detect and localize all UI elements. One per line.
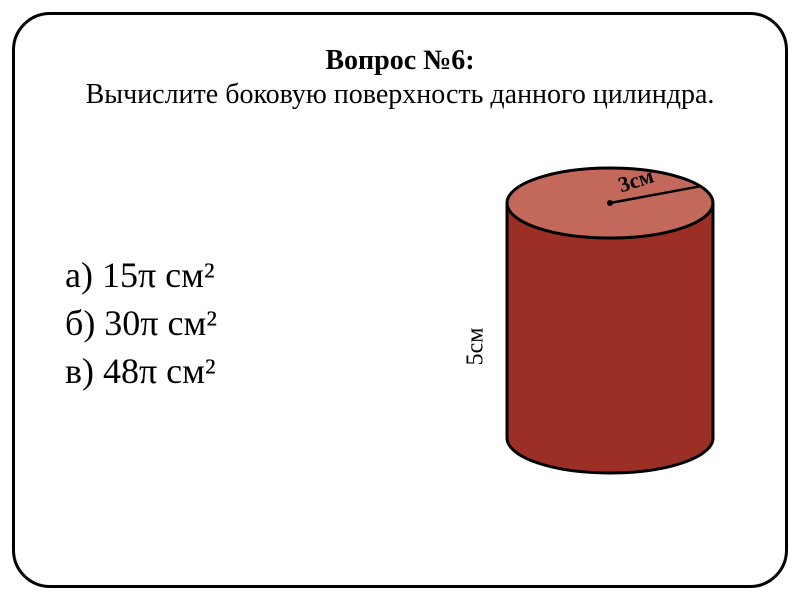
question-header: Вопрос №6: Вычислите боковую поверхность… — [55, 45, 745, 113]
question-number: Вопрос №6: — [55, 45, 745, 77]
answer-list: а) 15π см² б) 30π см² в) 48π см² — [65, 254, 217, 392]
cylinder-center-dot — [607, 200, 613, 206]
content-row: а) 15π см² б) 30π см² в) 48π см² 3см 5см — [55, 153, 745, 493]
answer-option-a[interactable]: а) 15π см² — [65, 254, 217, 296]
cylinder-body — [507, 203, 713, 473]
answer-option-b[interactable]: б) 30π см² — [65, 302, 217, 344]
slide-frame: Вопрос №6: Вычислите боковую поверхность… — [12, 12, 788, 588]
answer-option-c[interactable]: в) 48π см² — [65, 350, 217, 392]
question-prompt: Вычислите боковую поверхность данного ци… — [55, 77, 745, 113]
cylinder-svg — [475, 153, 745, 493]
height-label: 5см — [462, 328, 489, 366]
cylinder-diagram: 3см 5см — [475, 153, 745, 493]
